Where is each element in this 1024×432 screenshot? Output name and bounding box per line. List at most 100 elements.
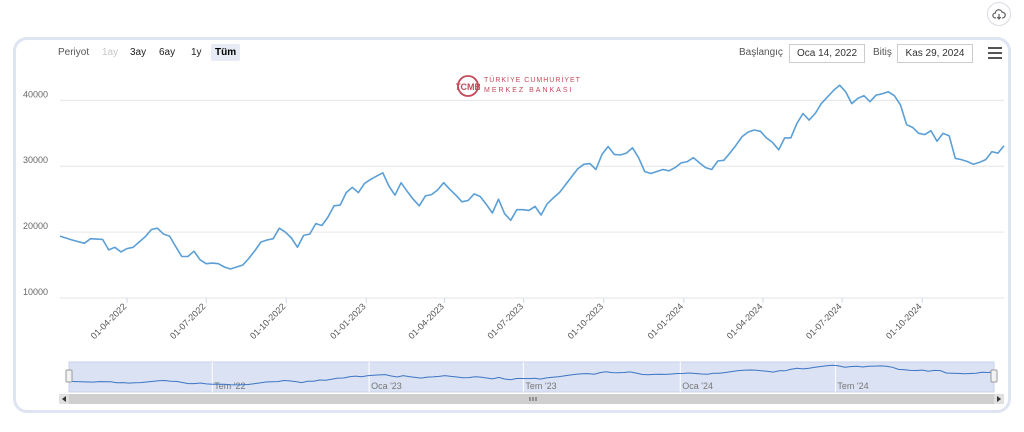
data-point[interactable] — [368, 177, 373, 182]
line-chart[interactable]: 10000 20000 30000 40000 01-04-2022 01-07-202… — [16, 40, 1008, 410]
chart-menu-button[interactable] — [988, 47, 1002, 59]
data-point[interactable] — [612, 152, 617, 157]
data-point[interactable] — [874, 93, 879, 98]
data-point[interactable] — [947, 133, 952, 138]
data-point[interactable] — [484, 202, 489, 207]
data-point[interactable] — [636, 155, 641, 160]
data-point[interactable] — [593, 167, 598, 172]
data-point[interactable] — [667, 168, 672, 173]
data-point[interactable] — [855, 96, 860, 101]
data-point[interactable] — [466, 198, 471, 203]
data-point[interactable] — [788, 135, 793, 140]
data-point[interactable] — [125, 246, 130, 251]
data-point[interactable] — [405, 189, 410, 194]
data-point[interactable] — [819, 101, 824, 106]
data-point[interactable] — [332, 203, 337, 208]
data-point[interactable] — [496, 197, 501, 202]
data-point[interactable] — [910, 125, 915, 130]
data-point[interactable] — [350, 185, 355, 190]
data-point[interactable] — [143, 234, 148, 239]
data-point[interactable] — [399, 180, 404, 185]
data-point[interactable] — [953, 156, 958, 161]
data-point[interactable] — [185, 254, 190, 259]
data-point[interactable] — [679, 160, 684, 165]
data-point[interactable] — [715, 159, 720, 164]
data-point[interactable] — [801, 111, 806, 116]
data-point[interactable] — [70, 238, 75, 243]
data-point[interactable] — [539, 213, 544, 218]
data-point[interactable] — [886, 89, 891, 94]
data-point[interactable] — [837, 83, 842, 88]
range-button-3ay[interactable]: 3ay — [130, 47, 147, 58]
data-point[interactable] — [660, 167, 665, 172]
data-point[interactable] — [697, 160, 702, 165]
data-point[interactable] — [916, 131, 921, 136]
data-point[interactable] — [338, 203, 343, 208]
data-point[interactable] — [490, 211, 495, 216]
data-point[interactable] — [922, 132, 927, 137]
data-point[interactable] — [453, 193, 458, 198]
data-point[interactable] — [460, 199, 465, 204]
data-point[interactable] — [642, 169, 647, 174]
data-point[interactable] — [581, 162, 586, 167]
data-point[interactable] — [551, 195, 556, 200]
data-point[interactable] — [106, 247, 111, 252]
data-point[interactable] — [252, 248, 257, 253]
data-point[interactable] — [673, 165, 678, 170]
data-point[interactable] — [204, 261, 209, 266]
data-point[interactable] — [447, 187, 452, 192]
data-point[interactable] — [868, 99, 873, 104]
data-point[interactable] — [167, 234, 172, 239]
data-point[interactable] — [216, 261, 221, 266]
data-point[interactable] — [161, 232, 166, 237]
data-point[interactable] — [179, 254, 184, 259]
data-point[interactable] — [502, 211, 507, 216]
data-point[interactable] — [277, 226, 282, 231]
data-point[interactable] — [411, 197, 416, 202]
data-point[interactable] — [746, 130, 751, 135]
data-point[interactable] — [228, 267, 233, 272]
data-point[interactable] — [417, 203, 422, 208]
data-point[interactable] — [393, 193, 398, 198]
data-point[interactable] — [58, 234, 63, 239]
data-point[interactable] — [222, 265, 227, 270]
data-point[interactable] — [313, 221, 318, 226]
data-point[interactable] — [709, 167, 714, 172]
end-date-input[interactable]: Kas 29, 2024 — [897, 44, 973, 63]
data-point[interactable] — [965, 159, 970, 164]
data-point[interactable] — [198, 257, 203, 262]
series-line[interactable] — [59, 84, 1005, 270]
start-date-input[interactable]: Oca 14, 2022 — [789, 44, 865, 63]
data-point[interactable] — [807, 118, 812, 123]
data-point[interactable] — [118, 249, 123, 254]
data-point[interactable] — [977, 160, 982, 165]
data-point[interactable] — [703, 165, 708, 170]
range-button-1ay[interactable]: 1ay — [102, 47, 119, 58]
data-point[interactable] — [825, 95, 830, 100]
navigator-handle-right[interactable] — [990, 369, 998, 383]
data-point[interactable] — [259, 240, 264, 245]
data-point[interactable] — [904, 122, 909, 127]
data-point[interactable] — [654, 169, 659, 174]
data-point[interactable] — [423, 193, 428, 198]
data-point[interactable] — [356, 190, 361, 195]
data-point[interactable] — [794, 121, 799, 126]
data-point[interactable] — [533, 204, 538, 209]
data-point[interactable] — [600, 152, 605, 157]
data-point[interactable] — [1002, 143, 1007, 148]
data-point[interactable] — [971, 162, 976, 167]
data-point[interactable] — [380, 170, 385, 175]
data-point[interactable] — [618, 153, 623, 158]
data-point[interactable] — [721, 158, 726, 163]
cloud-download-button[interactable] — [987, 2, 1011, 26]
data-point[interactable] — [630, 145, 635, 150]
data-point[interactable] — [112, 245, 117, 250]
range-button-6ay[interactable]: 6ay — [159, 47, 176, 58]
data-point[interactable] — [563, 182, 568, 187]
data-point[interactable] — [472, 191, 477, 196]
data-point[interactable] — [326, 215, 331, 220]
data-point[interactable] — [685, 159, 690, 164]
data-point[interactable] — [149, 227, 154, 232]
data-point[interactable] — [88, 236, 93, 241]
data-point[interactable] — [734, 143, 739, 148]
